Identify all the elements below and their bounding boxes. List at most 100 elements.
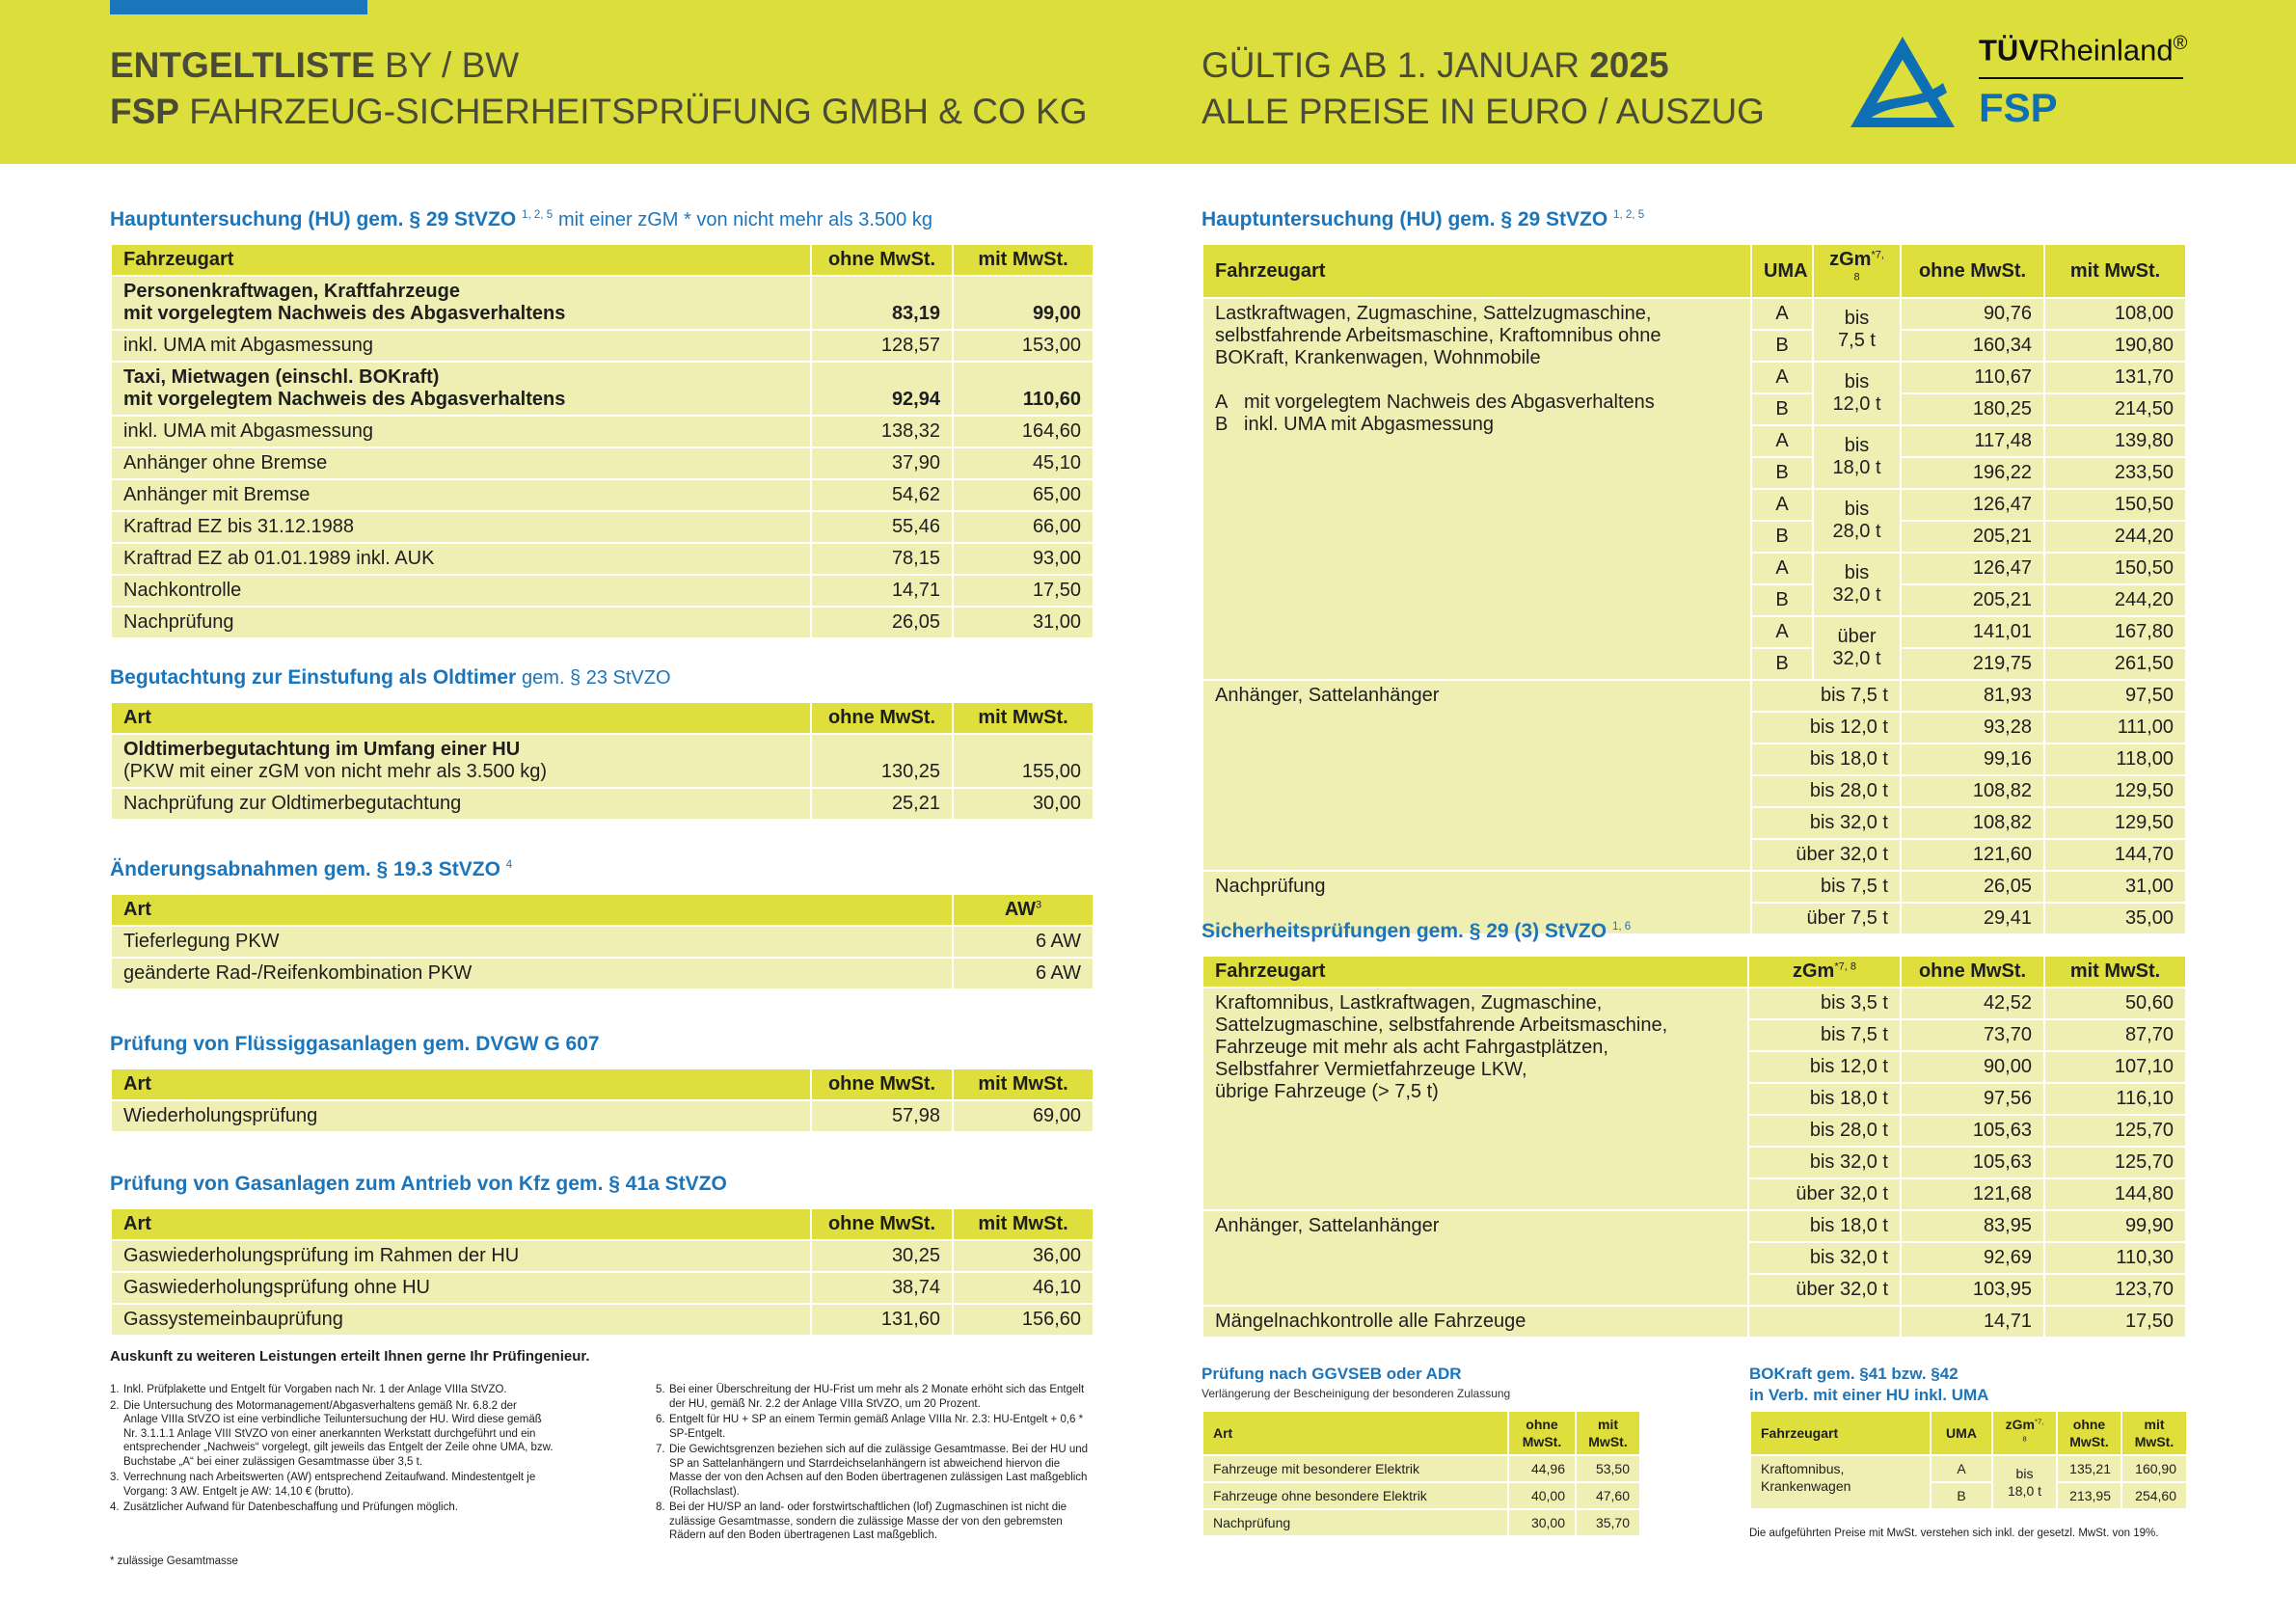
footnote-text: Inkl. Prüfplakette und Entgelt für Vorga… — [123, 1384, 507, 1395]
footnote-text: Entgelt für HU + SP an einem Termin gemä… — [669, 1414, 1084, 1440]
table-row: Gaswiederholungsprüfung im Rahmen der HU… — [110, 1239, 1094, 1273]
table-row: Fahrzeuge ohne besondere Elektrik 40,00 47… — [1202, 1481, 1641, 1510]
footnote-num: 1. — [110, 1384, 120, 1395]
title-text: Hauptuntersuchung (HU) gem. § 29 StVZO — [110, 208, 517, 230]
section-subtitle: Verlängerung der Bescheinigung der beson… — [1202, 1387, 1511, 1400]
column-header: Art — [110, 1068, 812, 1101]
table-row: Gassystemeinbauprüfung 131,60 156,60 — [110, 1303, 1094, 1337]
header-row: Art ohne MwSt. mit MwSt. — [110, 1068, 1094, 1101]
weight-cell: bis 18,0 t — [1747, 1209, 1902, 1243]
weight-cell: bis 7,5 t — [1812, 297, 1902, 363]
column-header: Art — [110, 893, 954, 927]
table-row: B 160,34 190,80 — [1202, 329, 2187, 363]
weight-cell: bis 32,0 t — [1747, 1241, 1902, 1275]
logo-reg: ® — [2173, 33, 2188, 54]
uma-cell: A — [1750, 424, 1814, 458]
title-sup: 4 — [505, 859, 513, 871]
price-cell: 205,21 — [1900, 520, 2045, 554]
header-sup: *7, 8 — [1834, 960, 1856, 973]
weight-cell: bis 7,5 t — [1747, 1018, 1902, 1052]
table-row: bis 18,0 t 97,56 116,10 — [1202, 1082, 2187, 1116]
footnote-num: 7. — [656, 1444, 665, 1455]
price-cell: 129,50 — [2043, 806, 2187, 840]
title-text: Prüfung nach GGVSEB oder ADR — [1202, 1365, 1462, 1383]
price-table: Art AW3 Tieferlegung PKW 6 AW geänderte Rad-… — [110, 893, 1094, 990]
column-header: ohne MwSt. — [1900, 955, 2045, 988]
row-label: Kraftrad EZ bis 31.12.1988 — [110, 510, 812, 544]
group-text: Kraftomnibus, Lastkraftwagen, Zugmaschin… — [1215, 992, 1668, 1102]
footnote-num: 3. — [110, 1472, 120, 1483]
weight-cell: über 32,0 t — [1750, 838, 1902, 872]
column-header: zGm*7, 8 — [1812, 243, 1902, 299]
price-cell: 261,50 — [2043, 647, 2187, 681]
weight-cell: bis 18,0 t — [1812, 424, 1902, 490]
price-cell: 30,25 — [810, 1239, 954, 1273]
table-row: Kraftrad EZ ab 01.01.1989 inkl. AUK 78,15… — [110, 542, 1094, 576]
price-cell: 244,20 — [2043, 520, 2187, 554]
section: Änderungsabnahmen gem. § 19.3 StVZO 4 Art… — [110, 856, 1094, 990]
price-cell: 44,96 — [1507, 1454, 1577, 1483]
price-cell: 42,52 — [1900, 987, 2045, 1020]
row-heading: Oldtimerbegutachtung im Umfang einer HU — [123, 739, 521, 760]
price-cell: 167,80 — [2043, 615, 2187, 649]
price-table: Fahrzeugart ohne MwSt. mit MwSt. Personenkr… — [110, 243, 1094, 639]
footnote: 8. Bei der HU/SP an land- oder forstwirts… — [656, 1501, 1090, 1543]
price-cell: 244,20 — [2043, 583, 2187, 617]
table-row: Fahrzeuge mit besonderer Elektrik 44,96 53… — [1202, 1454, 1641, 1483]
price-cell: 219,75 — [1900, 647, 2045, 681]
weight-cell: bis 18,0 t — [1747, 1082, 1902, 1116]
column-header: mit MwSt. — [2120, 1410, 2188, 1456]
logo-text: TÜVRheinland® — [1979, 33, 2187, 68]
section-title: Hauptuntersuchung (HU) gem. § 29 StVZO 1… — [1202, 206, 2187, 233]
group-text: Kraftomnibus, Krankenwagen — [1761, 1461, 1851, 1494]
title-bold: ENTGELTLISTE — [110, 45, 375, 85]
row-label: Gassystemeinbauprüfung — [110, 1303, 812, 1337]
table-row: Tieferlegung PKW 6 AW — [110, 925, 1094, 959]
row-label: inkl. UMA mit Abgasmessung — [110, 415, 812, 448]
table-row: Kraftrad EZ bis 31.12.1988 55,46 66,00 — [110, 510, 1094, 544]
table-row: Wiederholungsprüfung 57,98 69,00 — [110, 1099, 1094, 1133]
price-cell: 69,00 — [952, 1099, 1094, 1133]
group-text: Mängelnachkontrolle alle Fahrzeuge — [1215, 1311, 1526, 1332]
column-header: mit MwSt. — [952, 243, 1094, 277]
header-text: zGm — [1829, 249, 1872, 270]
price-cell: 65,00 — [952, 478, 1094, 512]
table-row: über 32,0 t 121,60 144,70 — [1202, 838, 2187, 872]
price-cell: 78,15 — [810, 542, 954, 576]
table-row: Nachprüfung zur Oldtimerbegutachtung 25,2… — [110, 787, 1094, 821]
group-label: Kraftomnibus, Lastkraftwagen, Zugmaschin… — [1202, 987, 1749, 1211]
table-row: geänderte Rad-/Reifenkombination PKW 6 AW — [110, 957, 1094, 990]
column-header: zGm*7, 8 — [1747, 955, 1902, 988]
row-label: Wiederholungsprüfung — [110, 1099, 812, 1133]
table-row: B 180,25 214,50 — [1202, 392, 2187, 426]
weight-cell: bis 28,0 t — [1812, 488, 1902, 554]
title-text: BOKraft gem. §41 bzw. §42 in Verb. mit e… — [1749, 1365, 1989, 1404]
group-text: Lastkraftwagen, Zugmaschine, Sattelzugma… — [1215, 303, 1661, 368]
price-cell: 29,41 — [1900, 902, 2045, 935]
price-cell: 118,00 — [2043, 743, 2187, 776]
weight-cell: bis 28,0 t — [1747, 1114, 1902, 1148]
uma-cell: A — [1750, 297, 1814, 331]
title-sup: 1, 2, 5 — [1613, 209, 1645, 221]
table-row: Nachprüfung bis 7,5 t 26,05 31,00 — [1202, 870, 2187, 935]
price-cell: 66,00 — [952, 510, 1094, 544]
price-cell: 25,21 — [810, 787, 954, 821]
logo-mark — [1850, 37, 1955, 127]
price-cell: 190,80 — [2043, 329, 2187, 363]
row-label: Gaswiederholungsprüfung im Rahmen der HU — [110, 1239, 812, 1273]
weight-cell: über 32,0 t — [1812, 615, 1902, 681]
price-cell: 81,93 — [1900, 679, 2045, 713]
price-cell: 87,70 — [2043, 1018, 2187, 1052]
uma-cell: B — [1750, 392, 1814, 426]
title-text: Änderungsabnahmen gem. § 19.3 StVZO — [110, 858, 500, 880]
price-cell: 150,50 — [2043, 552, 2187, 585]
footnote: 1. Inkl. Prüfplakette und Entgelt für Vor… — [110, 1383, 554, 1397]
column-header: Art — [110, 1207, 812, 1241]
price-cell: 160,90 — [2120, 1454, 2188, 1483]
header-title: ENTGELTLISTE BY / BW — [110, 44, 519, 87]
footnote-num: 2. — [110, 1399, 120, 1412]
